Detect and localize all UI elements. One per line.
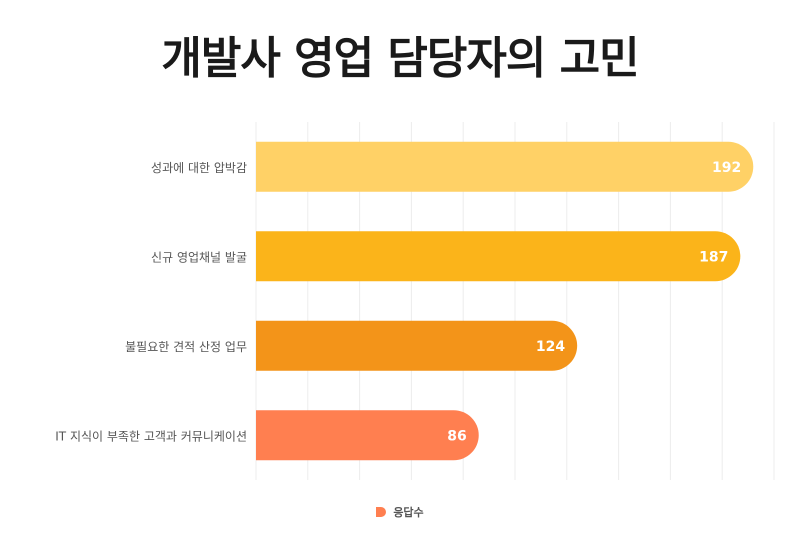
legend-label: 응답수 <box>393 506 424 519</box>
category-label: IT 지식이 부족한 고객과 커뮤니케이션 <box>55 429 247 443</box>
category-label: 신규 영업채널 발굴 <box>151 250 247 264</box>
category-label: 불필요한 견적 산정 업무 <box>125 340 247 354</box>
data-label: 192 <box>712 160 741 176</box>
bar <box>256 231 741 282</box>
legend-swatch <box>376 507 387 517</box>
category-label: 성과에 대한 압박감 <box>151 161 247 175</box>
data-label: 187 <box>699 249 728 265</box>
chart-title: 개발사 영업 담당자의 고민 <box>161 33 639 84</box>
data-label: 86 <box>447 428 466 444</box>
bar <box>256 410 479 461</box>
legend[interactable]: 응답수 <box>0 504 800 520</box>
data-label: 124 <box>536 339 565 355</box>
bar <box>256 141 754 192</box>
bar <box>256 320 578 371</box>
